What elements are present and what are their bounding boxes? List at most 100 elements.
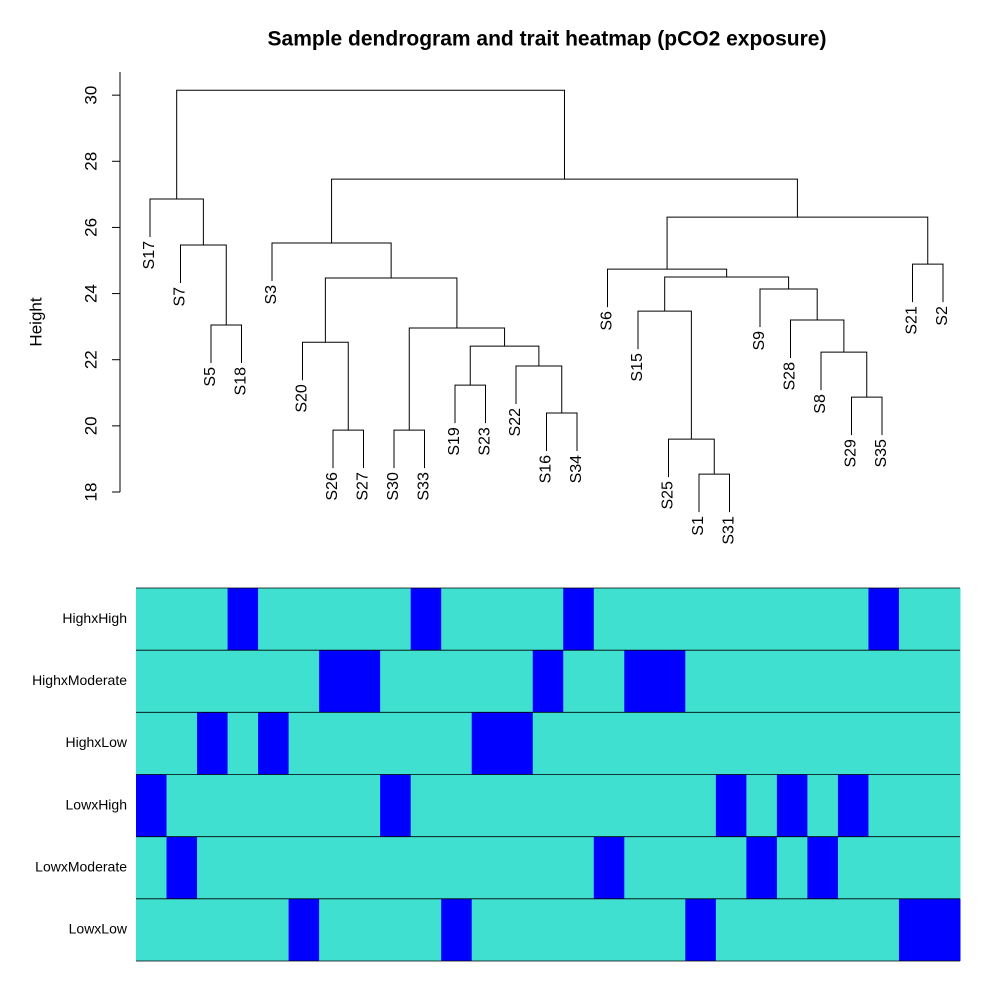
leaf-label: S2: [934, 306, 951, 326]
heatmap-cell: [288, 774, 320, 837]
y-tick-label: 28: [81, 152, 100, 171]
heatmap-cell: [715, 836, 747, 899]
merge: [668, 438, 715, 478]
heatmap-cell: [136, 774, 168, 837]
row-label: HighxModerate: [32, 672, 127, 688]
heatmap-cell: [532, 712, 564, 775]
row-label: HighxHigh: [62, 610, 127, 626]
heatmap-cell: [319, 774, 351, 837]
heatmap-cell: [654, 774, 686, 837]
heatmap-cell: [563, 774, 595, 837]
heatmap-cell: [929, 898, 961, 961]
heatmap-cell: [898, 898, 930, 961]
heatmap-cell: [563, 712, 595, 775]
heatmap-cell: [349, 898, 381, 961]
heatmap-cell: [715, 650, 747, 713]
heatmap-cell: [502, 774, 534, 837]
heatmap-cell: [197, 588, 229, 651]
heatmap-cell: [471, 898, 503, 961]
heatmap-cell: [319, 588, 351, 651]
heatmap-cell: [380, 588, 412, 651]
heatmap-cell: [319, 898, 351, 961]
leaf-label: S9: [751, 331, 768, 351]
heatmap-cell: [197, 836, 229, 899]
heatmap-cell: [837, 650, 869, 713]
heatmap-cell: [471, 712, 503, 775]
heatmap-cell: [624, 588, 656, 651]
heatmap-cell: [471, 650, 503, 713]
y-tick-label: 26: [81, 218, 100, 237]
heatmap-cell: [868, 588, 900, 651]
heatmap-cell: [898, 774, 930, 837]
heatmap-cell: [654, 712, 686, 775]
heatmap-cell: [776, 898, 808, 961]
heatmap-cell: [288, 836, 320, 899]
heatmap-cell: [441, 588, 473, 651]
leaf-label: S23: [477, 427, 494, 456]
heatmap-cell: [624, 712, 656, 775]
heatmap-cell: [685, 774, 717, 837]
leaf-label: S28: [782, 362, 799, 391]
heatmap-cell: [837, 836, 869, 899]
heatmap-cell: [807, 650, 839, 713]
heatmap-cell: [227, 774, 259, 837]
heatmap-cell: [197, 898, 229, 961]
heatmap-cell: [685, 588, 717, 651]
heatmap-cell: [807, 774, 839, 837]
heatmap-cell: [654, 836, 686, 899]
heatmap-cell: [746, 836, 778, 899]
heatmap-cell: [410, 588, 442, 651]
heatmap-cell: [593, 836, 625, 899]
heatmap-cell: [288, 650, 320, 713]
heatmap-cell: [715, 898, 747, 961]
heatmap-cell: [837, 712, 869, 775]
heatmap-cell: [410, 774, 442, 837]
heatmap-cell: [502, 588, 534, 651]
heatmap-cell: [715, 588, 747, 651]
heatmap-cell: [807, 836, 839, 899]
heatmap-cell: [319, 836, 351, 899]
heatmap-cell: [441, 712, 473, 775]
leaf-label: S29: [843, 439, 860, 468]
heatmap-cell: [868, 774, 900, 837]
heatmap-cell: [166, 774, 198, 837]
heatmap-cell: [654, 898, 686, 961]
heatmap-cell: [715, 774, 747, 837]
heatmap-cell: [258, 836, 290, 899]
heatmap-cell: [746, 650, 778, 713]
heatmap-cell: [410, 898, 442, 961]
heatmap-cell: [136, 898, 168, 961]
y-tick-label: 18: [81, 483, 100, 502]
merge: [851, 396, 883, 436]
merge: [302, 341, 349, 431]
leaf-label: S7: [172, 287, 189, 307]
leaf-label: S35: [873, 439, 890, 468]
leaf-label: S31: [721, 516, 738, 545]
heatmap-cell: [868, 898, 900, 961]
heatmap-cell: [441, 650, 473, 713]
heatmap-cell: [929, 588, 961, 651]
heatmap-cell: [776, 836, 808, 899]
leaf-label: S5: [202, 367, 219, 387]
heatmap-cell: [197, 774, 229, 837]
heatmap-cell: [532, 650, 564, 713]
heatmap-cell: [776, 650, 808, 713]
heatmap-cell: [837, 774, 869, 837]
heatmap-cell: [471, 588, 503, 651]
y-tick-label: 30: [81, 86, 100, 105]
heatmap-cell: [532, 774, 564, 837]
heatmap-cell: [441, 774, 473, 837]
heatmap-cell: [532, 588, 564, 651]
heatmap-cell: [868, 712, 900, 775]
heatmap-cell: [807, 712, 839, 775]
heatmap-cell: [380, 650, 412, 713]
leaf-label: S15: [629, 353, 646, 382]
leaf-label: S17: [141, 241, 158, 270]
heatmap-cell: [593, 898, 625, 961]
heatmap-cell: [441, 836, 473, 899]
heatmap-cell: [258, 650, 290, 713]
leaf-label: S22: [507, 408, 524, 437]
heatmap-cell: [898, 588, 930, 651]
row-label: HighxLow: [66, 734, 128, 750]
